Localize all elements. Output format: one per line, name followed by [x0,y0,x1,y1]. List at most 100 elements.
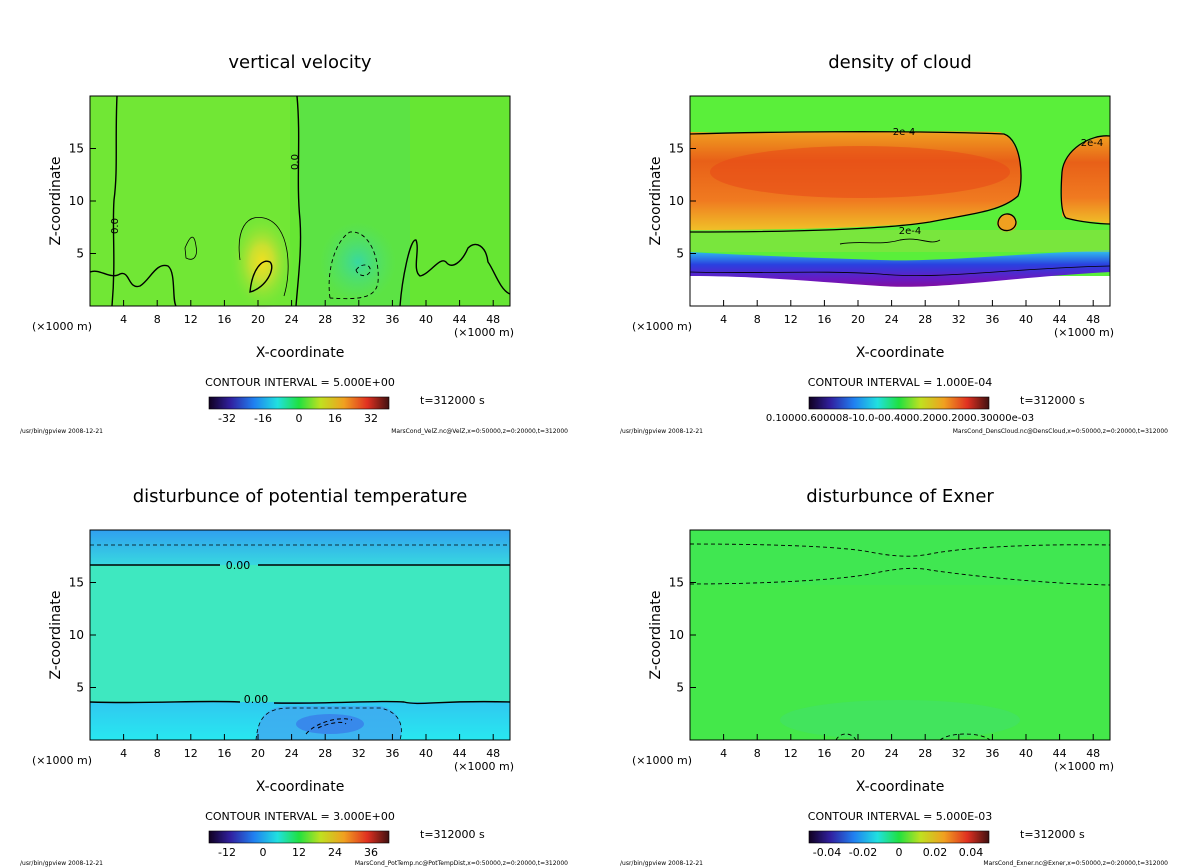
x-axis: 4 8 12 16 20 24 28 32 36 40 44 48 [720,300,1100,326]
x-tick-label: 32 [952,313,966,326]
y-axis-label: Z-coordinate [48,156,64,245]
x-unit-right: (×1000 m) [454,760,514,773]
y-tick-label: 5 [76,681,84,695]
colorbar-tick-label: 24 [328,846,342,859]
y-tick-label: 15 [669,142,684,156]
panel-title: vertical velocity [228,52,372,73]
x-tick-label: 20 [251,747,265,760]
contour-label: 0.0 [110,218,121,234]
x-tick-label: 8 [154,747,161,760]
contour-lines-negative [689,543,1111,741]
colorbar-ticks: -12 0 12 24 36 [218,846,378,859]
x-unit-left: (×1000 m) [632,754,692,767]
x-tick-label: 48 [486,313,500,326]
colorbar [208,396,390,410]
colorbar [808,830,990,844]
colorbar-tick-label: 36 [364,846,378,859]
contour-label: 0.00 [226,559,251,572]
x-tick-label: 16 [817,747,831,760]
x-tick-label: 28 [318,313,332,326]
y-axis: 5 10 15 [669,576,696,695]
x-tick-label: 40 [1019,313,1033,326]
x-tick-label: 44 [453,313,467,326]
time-label: t=312000 s [420,828,485,841]
x-axis: 4 8 12 16 20 24 28 32 36 40 44 48 [120,300,500,326]
x-tick-label: 16 [217,313,231,326]
x-tick-label: 12 [784,313,798,326]
colorbar-tick-label: 0.02 [923,846,948,859]
field-features [690,530,1110,740]
y-tick-label: 5 [676,681,684,695]
x-axis: 4 8 12 16 20 24 28 32 36 40 44 48 [720,734,1100,760]
field-features [690,131,1110,306]
colorbar-tick-label: 0 [896,846,903,859]
cloud-body-right [1062,136,1110,224]
x-tick-label: 28 [918,313,932,326]
colorbar-tick-label: 0 [260,846,267,859]
footer-right: MarsCond_VelZ.nc@VelZ,x=0:50000,z=0:2000… [391,428,568,435]
x-tick-label: 36 [385,747,399,760]
contour-label: 2e-4 [899,226,922,237]
x-tick-label: 32 [352,747,366,760]
y-tick-label: 15 [69,576,84,590]
footer-right: MarsCond_Exner.nc@Exner,x=0:50000,z=0:20… [983,860,1168,867]
y-tick-label: 10 [669,628,684,642]
x-tick-label: 24 [885,747,899,760]
y-axis-label: Z-coordinate [648,590,664,679]
x-tick-label: 24 [285,747,299,760]
panel-density-of-cloud: density of cloud 2e-4 2e-4 2e-4 4 8 12 16 20… [620,52,1168,435]
field-features [90,96,410,310]
colorbar-tick-label: 0.10000.600008-10.0-00.4000.2000.2000.30… [766,413,1034,424]
y-tick-label: 10 [69,194,84,208]
contour-interval: CONTOUR INTERVAL = 5.000E+00 [205,376,395,389]
x-tick-label: 48 [1086,313,1100,326]
x-tick-label: 12 [184,313,198,326]
contour-interval: CONTOUR INTERVAL = 3.000E+00 [205,810,395,823]
x-tick-label: 28 [918,747,932,760]
contour-label: 2e-4 [893,127,916,138]
x-tick-label: 20 [851,313,865,326]
y-axis: 5 10 15 [669,142,696,261]
x-tick-label: 40 [419,313,433,326]
cloud-core [710,146,1010,198]
time-label: t=312000 s [420,394,485,407]
x-tick-label: 16 [217,747,231,760]
footer-left: /usr/bin/gpview 2008-12-21 [620,860,703,867]
y-axis: 5 10 15 [69,576,96,695]
x-tick-label: 40 [1019,747,1033,760]
y-tick-label: 15 [69,142,84,156]
contour-lines [89,95,511,307]
panel-exner: disturbunce of Exner 4 8 12 16 20 24 28 32 36 40 4… [620,486,1168,867]
contour-interval: CONTOUR INTERVAL = 1.000E-04 [808,376,992,389]
x-tick-label: 4 [120,747,127,760]
y-tick-label: 15 [669,576,684,590]
colorbar-tick-label: -0.04 [813,846,841,859]
x-tick-label: 20 [251,313,265,326]
footer-right: MarsCond_PotTemp.nc@PotTempDist,x=0:5000… [355,860,568,867]
colorbar [808,396,990,410]
contour-lines-negative [328,231,379,300]
x-tick-label: 8 [754,313,761,326]
colorbar-tick-label: -0.02 [849,846,877,859]
y-tick-label: 10 [669,194,684,208]
x-tick-label: 24 [285,313,299,326]
time-label: t=312000 s [1020,394,1085,407]
colorbar-tick-label: -32 [218,412,236,425]
x-unit-left: (×1000 m) [32,320,92,333]
panel-title: disturbunce of Exner [806,486,994,507]
x-tick-label: 32 [952,747,966,760]
x-unit-right: (×1000 m) [1054,760,1114,773]
colorbar [208,830,390,844]
footer-left: /usr/bin/gpview 2008-12-21 [20,860,103,867]
x-axis-label: X-coordinate [256,345,345,361]
x-axis: 4 8 12 16 20 24 28 32 36 40 44 48 [120,734,500,760]
contour-label: 2e-4 [1081,138,1104,149]
y-axis-label: Z-coordinate [648,156,664,245]
x-axis-label: X-coordinate [856,779,945,795]
x-tick-label: 28 [318,747,332,760]
downdraft-region [320,222,396,302]
x-tick-label: 48 [486,747,500,760]
x-tick-label: 12 [784,747,798,760]
x-unit-left: (×1000 m) [32,754,92,767]
colorbar-tick-label: -12 [218,846,236,859]
